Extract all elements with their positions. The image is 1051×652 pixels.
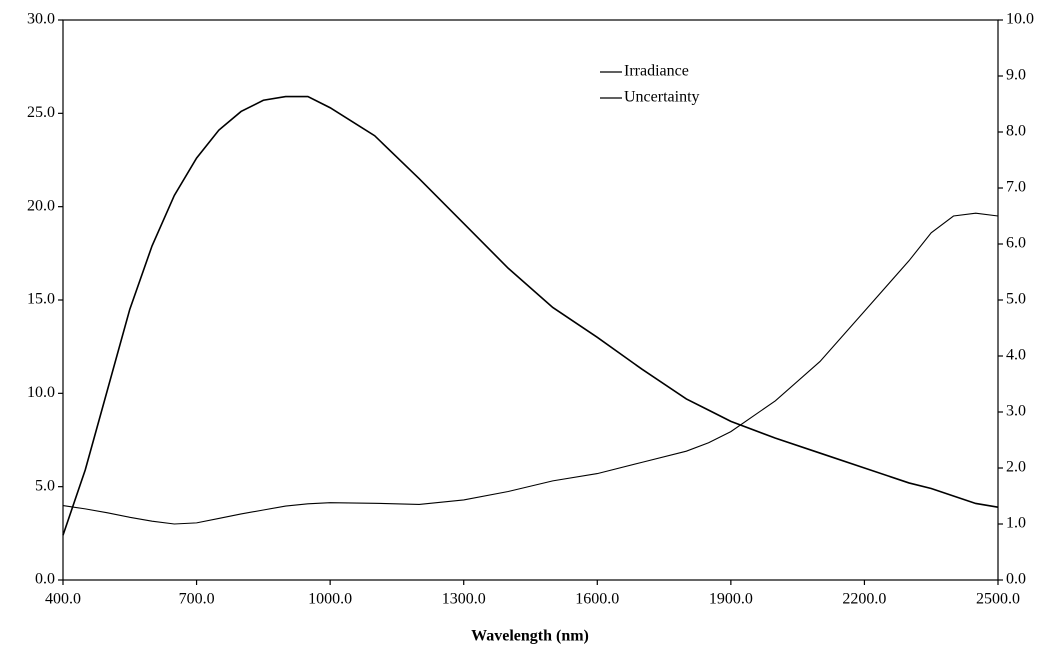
y2-tick-label: 6.0	[1006, 235, 1026, 252]
y-tick-label: 5.0	[35, 477, 55, 494]
x-tick-label: 700.0	[179, 591, 215, 608]
y2-tick-label: 2.0	[1006, 459, 1026, 476]
series-line	[62, 95, 999, 536]
x-tick-label: 2200.0	[842, 591, 886, 608]
legend-label: Uncertainty	[624, 89, 700, 106]
series-line	[62, 212, 999, 525]
x-tick-label: 1000.0	[308, 591, 352, 608]
y-tick-label: 10.0	[27, 384, 55, 401]
legend-label: Irradiance	[624, 63, 689, 80]
y-tick-label: 30.0	[27, 11, 55, 28]
x-tick-label: 1900.0	[709, 591, 753, 608]
y2-tick-label: 4.0	[1006, 347, 1026, 364]
x-tick-label: 1600.0	[575, 591, 619, 608]
y2-tick-label: 3.0	[1006, 403, 1026, 420]
x-tick-label: 2500.0	[976, 591, 1020, 608]
y-tick-label: 20.0	[27, 197, 55, 214]
y-tick-label: 0.0	[35, 571, 55, 588]
x-tick-label: 400.0	[45, 591, 81, 608]
x-axis-label: Wavelength (nm)	[471, 628, 589, 645]
x-tick-label: 1300.0	[442, 591, 486, 608]
y2-tick-label: 0.0	[1006, 571, 1026, 588]
y2-tick-label: 10.0	[1006, 11, 1034, 28]
y2-tick-label: 5.0	[1006, 291, 1026, 308]
y-tick-label: 15.0	[27, 291, 55, 308]
y2-tick-label: 9.0	[1006, 67, 1026, 84]
y2-tick-label: 1.0	[1006, 515, 1026, 532]
y-tick-label: 25.0	[27, 104, 55, 121]
y2-tick-label: 8.0	[1006, 123, 1026, 140]
plot-frame	[62, 19, 999, 581]
y2-tick-label: 7.0	[1006, 179, 1026, 196]
